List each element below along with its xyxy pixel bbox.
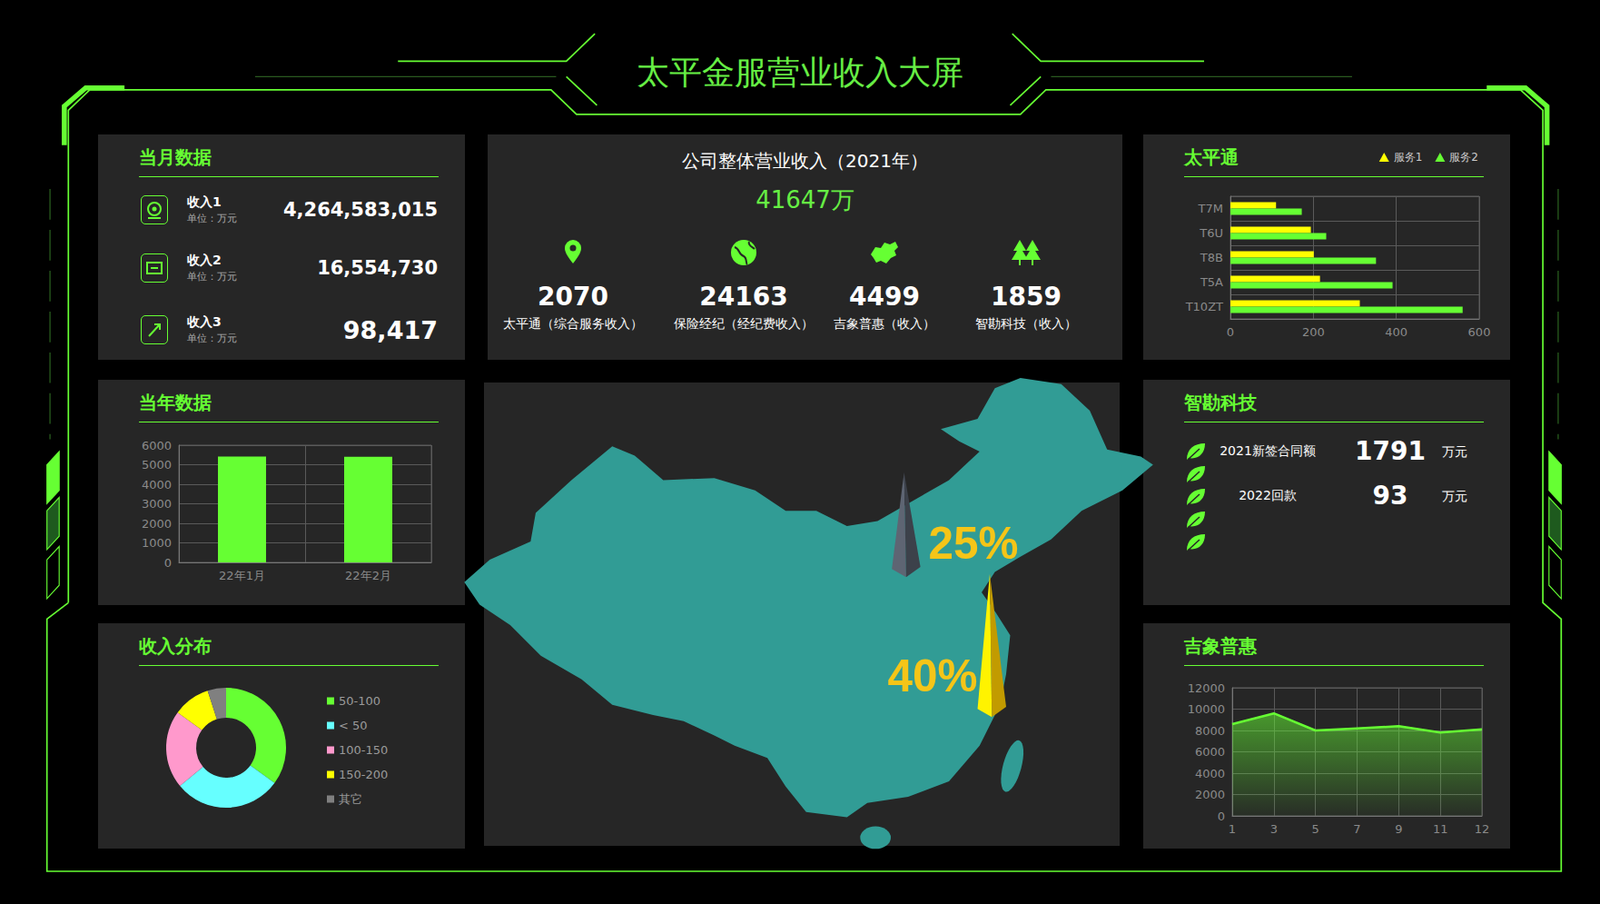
html-text:4,264,583,015: 4,264,583,015 <box>283 198 438 221</box>
html-text:吉象普惠: 吉象普惠 <box>1184 634 1257 657</box>
svg-text:服务2: 服务2 <box>1449 150 1479 164</box>
svg-text:服务1: 服务1 <box>1393 150 1423 164</box>
svg-text:1000: 1000 <box>141 535 172 550</box>
svg-text:150-200: 150-200 <box>338 767 388 781</box>
svg-text:其它: 其它 <box>338 791 363 806</box>
html-text:收入1: 收入1 <box>187 194 222 209</box>
html-text:收入2: 收入2 <box>187 252 222 267</box>
svg-text:7: 7 <box>1353 821 1361 836</box>
svg-text:11: 11 <box>1432 821 1449 836</box>
svg-text:12000: 12000 <box>1187 681 1225 695</box>
html-text:智勘科技（收入）: 智勘科技（收入） <box>975 316 1077 331</box>
html-text:万元: 万元 <box>1441 488 1468 504</box>
svg-text:T6U: T6U <box>1198 226 1224 240</box>
svg-text:50-100: 50-100 <box>338 693 381 708</box>
html-text:太平通: 太平通 <box>1184 146 1239 168</box>
svg-text:200: 200 <box>1302 325 1325 339</box>
svg-text:0: 0 <box>164 555 172 570</box>
html-text:收入分布: 收入分布 <box>138 634 212 657</box>
svg-text:< 50: < 50 <box>338 718 368 732</box>
html-text:当年数据: 当年数据 <box>138 391 212 414</box>
svg-text:0: 0 <box>1217 809 1225 823</box>
html-text:2070: 2070 <box>537 281 609 312</box>
html-text:万元: 万元 <box>1441 444 1468 459</box>
html-text:智勘科技: 智勘科技 <box>1184 391 1257 414</box>
svg-text:22年2月: 22年2月 <box>345 568 392 583</box>
html-text:单位：万元: 单位：万元 <box>187 212 238 225</box>
html-text:2021新签合同额: 2021新签合同额 <box>1219 443 1316 458</box>
svg-text:5: 5 <box>1312 821 1320 836</box>
html-text:24163: 24163 <box>699 281 788 312</box>
html-text:保险经纪（经纪费收入）: 保险经纪（经纪费收入） <box>673 316 814 331</box>
svg-text:10000: 10000 <box>1187 701 1225 716</box>
html-text:太平金服营业收入大屏: 太平金服营业收入大屏 <box>636 53 964 91</box>
svg-text:T7M: T7M <box>1197 201 1224 216</box>
html-text:收入3: 收入3 <box>187 314 222 329</box>
html-text:1859: 1859 <box>990 281 1062 312</box>
svg-text:3: 3 <box>1270 821 1278 836</box>
html-text:单位：万元: 单位：万元 <box>187 332 238 345</box>
svg-text:22年1月: 22年1月 <box>218 568 266 583</box>
html-text:16,554,730: 16,554,730 <box>317 256 438 279</box>
html-text:4499: 4499 <box>849 281 920 312</box>
svg-text:1: 1 <box>1228 821 1236 836</box>
svg-text:5000: 5000 <box>141 457 172 472</box>
svg-text:3000: 3000 <box>141 496 172 511</box>
html-text:2022回款: 2022回款 <box>1238 487 1297 503</box>
svg-text:4000: 4000 <box>141 477 172 492</box>
svg-text:6000: 6000 <box>141 438 172 453</box>
svg-text:9: 9 <box>1394 821 1403 836</box>
html-text:公司整体营业收入（2021年）: 公司整体营业收入（2021年） <box>681 149 929 172</box>
svg-text:0: 0 <box>1226 325 1235 339</box>
html-text:93: 93 <box>1372 480 1408 511</box>
html-text:太平通（综合服务收入）: 太平通（综合服务收入） <box>503 316 643 331</box>
svg-text:4000: 4000 <box>1195 766 1225 781</box>
html-text:1791: 1791 <box>1354 435 1426 466</box>
html-text:当月数据: 当月数据 <box>138 146 212 168</box>
html-text:单位：万元: 单位：万元 <box>187 270 238 283</box>
svg-text:T10ZT: T10ZT <box>1185 299 1224 314</box>
svg-text:T5A: T5A <box>1199 275 1224 289</box>
svg-text:6000: 6000 <box>1195 744 1225 759</box>
svg-text:600: 600 <box>1468 325 1492 339</box>
svg-text:2000: 2000 <box>141 516 172 531</box>
svg-text:100-150: 100-150 <box>338 742 388 757</box>
html-text:98,417: 98,417 <box>343 315 438 344</box>
html-text:吉象普惠（收入）: 吉象普惠（收入） <box>833 316 936 331</box>
svg-text:25%: 25% <box>928 517 1019 568</box>
html-text:41647万: 41647万 <box>755 186 855 214</box>
svg-text:12: 12 <box>1474 821 1491 836</box>
svg-text:2000: 2000 <box>1195 787 1225 801</box>
svg-text:8000: 8000 <box>1195 723 1225 738</box>
svg-text:T8B: T8B <box>1199 250 1224 265</box>
svg-text:40%: 40% <box>888 650 978 701</box>
svg-text:400: 400 <box>1384 325 1408 339</box>
